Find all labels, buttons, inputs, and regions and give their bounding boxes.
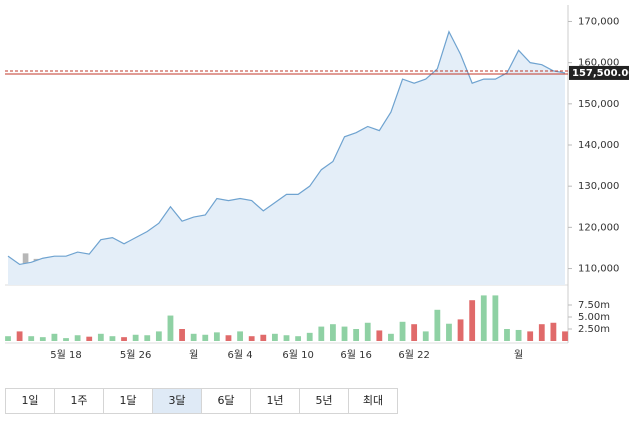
volume-bar	[109, 336, 116, 341]
price-line	[7, 30, 566, 266]
last-price-box	[569, 65, 629, 80]
volume-bar	[97, 333, 104, 341]
volume-bar	[74, 335, 81, 341]
price-area	[8, 31, 565, 285]
range-tab[interactable]: 1일	[5, 388, 55, 414]
volume-bar	[411, 324, 418, 341]
volume-bar	[364, 322, 371, 341]
volume-bar	[457, 319, 464, 341]
volume-bar	[39, 337, 46, 341]
volume-bar	[504, 329, 510, 341]
volume-bar	[527, 331, 534, 341]
volume-bar	[144, 335, 151, 341]
volume-bar	[306, 332, 313, 341]
y-tick-label: 110,000	[578, 264, 619, 275]
y-tick-label: 140,000	[578, 140, 619, 151]
range-tab[interactable]: 6달	[201, 388, 251, 414]
volume-bar	[434, 309, 441, 341]
x-tick-label: 6월 22	[398, 349, 429, 361]
volume-bar	[341, 326, 348, 341]
volume-bar	[353, 329, 360, 341]
x-tick-label: 6월 10	[282, 349, 313, 361]
volume-bar	[330, 324, 336, 341]
range-tab[interactable]: 1달	[103, 388, 153, 414]
y-tick-label: 7.50m	[578, 300, 610, 311]
volume-bar	[121, 337, 127, 341]
volume-bar	[562, 331, 568, 341]
volume-bar	[225, 335, 232, 341]
volume-bar	[132, 334, 139, 341]
volume-bar	[86, 336, 93, 341]
volume-bar	[260, 334, 267, 341]
volume-bar	[515, 329, 522, 341]
volume-bar	[295, 336, 302, 341]
volume-bar	[202, 334, 209, 341]
y-tick-label: 170,000	[578, 16, 619, 27]
range-tab[interactable]: 최대	[348, 388, 398, 414]
volume-bar	[5, 336, 11, 341]
range-tab[interactable]: 1년	[250, 388, 300, 414]
x-tick-label: 6월 4	[228, 349, 253, 361]
volume-bar	[28, 336, 35, 341]
volume-bar	[237, 331, 243, 341]
y-tick-label: 130,000	[578, 181, 619, 192]
volume-bar	[388, 333, 394, 341]
volume-bar	[492, 295, 499, 341]
volume-bar	[469, 300, 476, 341]
x-tick-label: 6월 16	[340, 349, 371, 361]
y-tick-label: 120,000	[578, 222, 619, 233]
volume-bar	[376, 330, 383, 341]
volume-bar	[283, 335, 290, 341]
volume-bar	[190, 333, 197, 341]
x-tick-label: 5월 26	[120, 349, 151, 361]
volume-bar	[318, 326, 325, 341]
range-tab[interactable]: 1주	[54, 388, 104, 414]
last-price-label: 157,500.00	[572, 68, 629, 79]
range-tab[interactable]: 3달	[152, 388, 202, 414]
y-tick-label: 5.00m	[578, 312, 610, 323]
volume-bar	[422, 331, 429, 341]
volume-bar	[167, 315, 174, 341]
volume-bar	[399, 321, 406, 341]
x-tick-label: 5월 18	[50, 349, 81, 361]
volume-bar	[63, 338, 69, 341]
y-tick-label: 2.50m	[578, 324, 610, 335]
x-tick-label: 월	[514, 349, 523, 361]
volume-bar	[179, 329, 185, 341]
range-tabs: 1일 1주 1달 3달 6달 1년 5년 최대	[5, 388, 398, 414]
volume-bar	[446, 323, 452, 341]
volume-bar	[248, 336, 255, 341]
volume-bar	[213, 332, 220, 341]
chart: Investing.com 110,000120,000130,000140,0…	[5, 5, 629, 361]
volume-bar	[538, 324, 545, 341]
volume-bar	[271, 333, 278, 341]
volume-bar	[155, 331, 162, 341]
y-tick-label: 160,000	[578, 58, 619, 69]
volume-bar	[480, 295, 487, 341]
y-tick-label: 150,000	[578, 99, 619, 110]
x-tick-label: 월	[189, 349, 198, 361]
volume-bar	[550, 322, 557, 341]
range-tab[interactable]: 5년	[299, 388, 349, 414]
volume-bar	[16, 331, 23, 341]
volume-bar	[51, 333, 58, 341]
